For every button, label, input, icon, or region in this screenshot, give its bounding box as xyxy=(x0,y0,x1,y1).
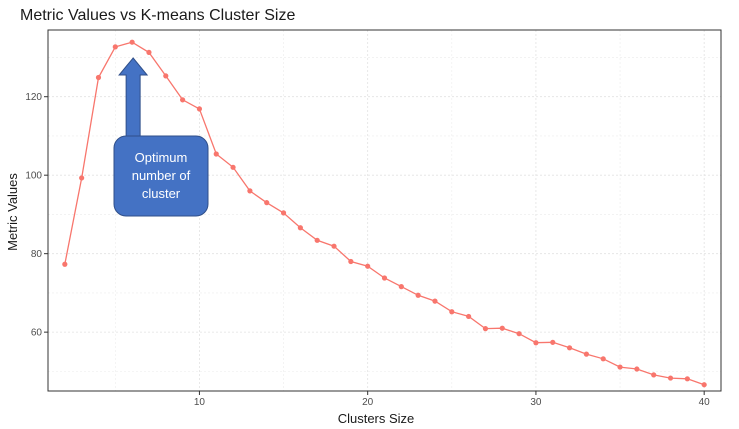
x-axis-title: Clusters Size xyxy=(338,411,415,426)
data-point xyxy=(482,326,489,332)
data-point xyxy=(213,151,219,157)
data-point xyxy=(163,73,169,79)
annotation-layer: Optimum number of cluster xyxy=(113,57,209,217)
data-point xyxy=(600,356,606,362)
data-point xyxy=(415,292,421,298)
data-point xyxy=(634,366,640,372)
x-axis-ticks: 10 20 30 40 xyxy=(194,391,710,408)
x-tick-label: 30 xyxy=(530,397,542,408)
data-point xyxy=(180,97,186,103)
data-point xyxy=(701,382,707,388)
series-layer xyxy=(62,39,707,388)
data-point xyxy=(196,106,203,112)
y-tick-label: 100 xyxy=(25,171,42,182)
data-point xyxy=(331,243,337,249)
data-point xyxy=(617,364,623,370)
data-point xyxy=(550,339,556,345)
data-point xyxy=(566,345,573,351)
data-point xyxy=(314,237,320,243)
y-tick-label: 60 xyxy=(31,328,43,339)
data-point xyxy=(432,298,438,304)
data-point xyxy=(516,331,522,337)
data-point xyxy=(398,284,404,290)
data-point xyxy=(247,188,253,194)
data-point xyxy=(533,340,539,346)
data-point xyxy=(230,164,236,170)
data-point xyxy=(684,376,690,382)
data-point xyxy=(466,313,472,320)
x-tick-label: 20 xyxy=(362,397,374,408)
data-point xyxy=(365,263,371,269)
y-tick-label: 80 xyxy=(31,249,43,260)
data-point xyxy=(297,225,303,231)
data-point xyxy=(667,375,674,381)
callout-text-line: cluster xyxy=(142,186,181,201)
data-point xyxy=(62,261,68,267)
y-tick-label: 120 xyxy=(25,92,42,103)
data-point xyxy=(381,275,388,281)
data-point xyxy=(651,372,657,378)
data-point xyxy=(264,200,270,206)
y-axis-ticks: 60 80 100 120 xyxy=(25,92,48,339)
callout-text-line: number of xyxy=(132,168,191,183)
data-point xyxy=(146,49,152,55)
x-tick-label: 40 xyxy=(699,397,711,408)
chart-title: Metric Values vs K-means Cluster Size xyxy=(20,7,295,24)
x-tick-label: 10 xyxy=(194,397,206,408)
data-point xyxy=(112,44,118,50)
data-point xyxy=(280,210,287,216)
data-point xyxy=(129,39,135,45)
data-point xyxy=(79,175,85,181)
data-point xyxy=(499,325,505,331)
data-point xyxy=(348,258,354,265)
callout-box xyxy=(113,135,209,217)
data-point xyxy=(583,351,590,357)
data-point xyxy=(449,309,455,315)
plot-panel-border xyxy=(47,29,722,392)
callout-text-line: Optimum xyxy=(135,150,188,165)
y-axis-title: Metric Values xyxy=(5,173,20,251)
data-point xyxy=(95,74,102,81)
